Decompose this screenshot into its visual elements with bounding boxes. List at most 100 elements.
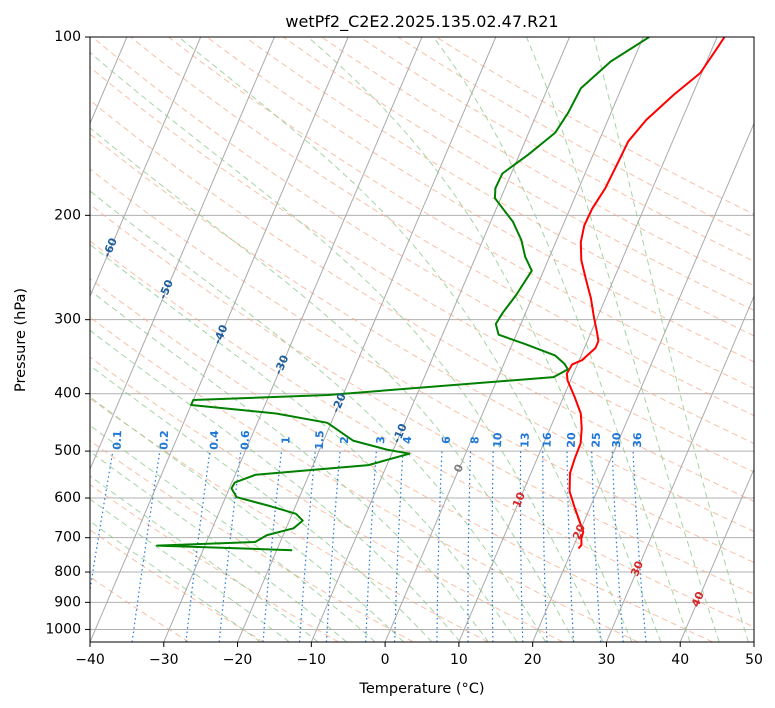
x-tick-label: 0 — [381, 652, 390, 668]
mixing-ratio-label: 36 — [631, 432, 644, 448]
isotherm-label: 30 — [628, 559, 646, 578]
dry-adiabat-line — [130, 37, 754, 417]
isotherm-label: 20 — [570, 522, 588, 541]
mixing-ratio-label: 1 — [279, 436, 292, 444]
x-tick-label: −20 — [223, 652, 253, 668]
mixing-ratio-line — [611, 451, 624, 642]
mixing-ratio-label: 1.5 — [313, 430, 327, 450]
moist-adiabat-line — [593, 37, 749, 642]
mixing-ratio-line — [542, 451, 548, 642]
y-tick-label: 700 — [54, 530, 81, 546]
sounding-profiles — [156, 37, 726, 552]
moist-adiabat-line — [90, 498, 290, 642]
mixing-ratio-label: 3 — [374, 436, 387, 444]
moist-adiabat-line — [90, 51, 604, 642]
isotherm-line — [90, 37, 275, 471]
isotherm-line — [90, 37, 349, 642]
moist-adiabat-line — [307, 37, 662, 642]
mixing-ratio-line — [491, 451, 494, 642]
isotherm-line — [237, 37, 497, 642]
dry-adiabat-line — [90, 483, 339, 642]
dry-adiabat-line — [206, 37, 754, 363]
moist-adiabat-line — [90, 424, 376, 642]
moist-adiabat-line — [526, 37, 720, 642]
y-tick-label: 400 — [54, 386, 81, 402]
moist-adiabat-line — [90, 289, 489, 642]
moist-adiabat-line — [90, 127, 575, 642]
mixing-ratio-line — [591, 451, 602, 642]
mixing-ratio-label: 6 — [440, 436, 453, 444]
moist-adiabat-line — [178, 37, 633, 642]
mixing-ratio-label: 0.2 — [158, 430, 172, 450]
x-axis-title: Temperature (°C) — [358, 681, 484, 697]
dry-adiabat-line — [90, 240, 754, 628]
axes: −40 −30 −20 −10 0 10 20 30 40 5010020030040050060… — [45, 29, 763, 668]
mixing-ratio-label: 16 — [540, 432, 553, 448]
isotherm-label: 10 — [510, 490, 528, 509]
mixing-ratio-line — [467, 451, 472, 642]
mixing-ratio-label: 0.6 — [238, 430, 252, 450]
x-tick-label: 50 — [745, 652, 763, 668]
pressure-gridlines — [90, 37, 754, 630]
moist-adiabat-line — [90, 520, 261, 642]
mixing-ratio-line — [299, 451, 316, 642]
mixing-ratio-label: 2 — [338, 436, 351, 444]
mixing-ratio-line — [90, 450, 114, 594]
moist-adiabat-line — [90, 475, 319, 642]
mixing-ratio-label: 4 — [401, 436, 414, 444]
isotherm-label: 40 — [689, 589, 707, 608]
dry-adiabat-line — [244, 37, 754, 337]
moist-adiabat-line — [432, 37, 691, 642]
dry-adiabat-line — [168, 37, 754, 389]
y-tick-label: 100 — [54, 29, 81, 45]
dry-adiabat-line — [90, 316, 639, 642]
mixing-ratio-line — [185, 451, 211, 642]
dewpoint-profile-line — [156, 37, 650, 552]
x-tick-label: 30 — [598, 652, 616, 668]
mixing-ratio-label: 30 — [610, 432, 623, 448]
x-tick-label: 40 — [671, 652, 689, 668]
isotherm-line — [679, 467, 754, 642]
mixing-ratio-line — [262, 451, 283, 642]
mixing-ratio-label: 20 — [565, 432, 578, 448]
dry-adiabat-line — [90, 440, 414, 642]
y-tick-label: 1000 — [45, 621, 81, 637]
y-tick-label: 500 — [54, 443, 81, 459]
isotherm-line — [163, 37, 423, 642]
y-tick-label: 300 — [54, 312, 81, 328]
mixing-ratio-label: 13 — [518, 432, 531, 448]
isotherm-line — [310, 37, 571, 642]
mixing-ratio-label: 0.4 — [208, 430, 222, 450]
moist-adiabat-line — [90, 364, 433, 642]
dry-adiabat-line — [91, 37, 754, 444]
mixing-ratio-line — [632, 451, 647, 642]
isotherm-line — [90, 37, 202, 298]
isotherm-line — [458, 37, 718, 642]
dry-adiabat-line — [90, 133, 754, 533]
mixing-ratio-line — [436, 451, 443, 642]
dry-adiabat-line — [321, 37, 754, 287]
dry-adiabat-line — [90, 356, 564, 642]
y-axis-title: Pressure (hPa) — [13, 288, 29, 392]
mixing-ratio-line — [365, 451, 377, 642]
x-tick-label: −40 — [75, 652, 105, 668]
moist-adiabat-line — [90, 329, 461, 642]
dry-adiabat-line — [90, 203, 754, 595]
y-tick-label: 600 — [54, 490, 81, 506]
y-tick-label: 900 — [54, 594, 81, 610]
dry-adiabat-line — [90, 66, 754, 473]
y-tick-label: 800 — [54, 564, 81, 580]
mixing-ratio-label: 25 — [589, 432, 602, 448]
temperature-profile-line — [565, 37, 726, 550]
mixing-ratio-label: 10 — [491, 432, 504, 448]
moist-adiabat-line — [90, 396, 404, 642]
x-tick-label: −10 — [297, 652, 327, 668]
mixing-ratio-label: 8 — [468, 436, 481, 444]
mixing-ratio-line — [325, 451, 341, 642]
isotherms — [90, 37, 754, 642]
mixing-ratio-label: 0.1 — [111, 430, 125, 450]
dry-adiabat-line — [283, 37, 754, 312]
isotherm-line — [605, 295, 754, 642]
mixing-ratio-line — [566, 451, 575, 642]
